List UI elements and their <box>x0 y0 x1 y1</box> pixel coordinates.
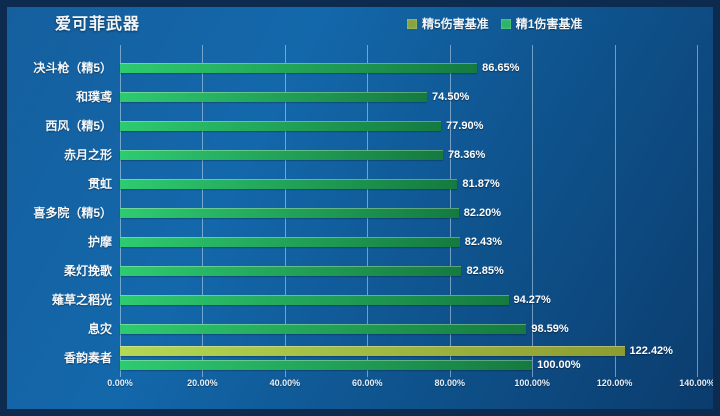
category-label: 喜多院（精5） <box>33 206 112 220</box>
bar-group: 81.87% <box>120 178 697 190</box>
chart-area: 爱可菲武器 精5伤害基准 精1伤害基准 决斗枪（精5） 86.65% 和璞鸢 74.5… <box>7 7 713 409</box>
category-label: 决斗枪（精5） <box>33 61 112 75</box>
chart-row: 决斗枪（精5） 86.65% <box>7 53 713 82</box>
chart-row: 喜多院（精5） 82.20% <box>7 198 713 227</box>
bar-value-label: 74.50% <box>432 90 470 103</box>
bar-rank1 <box>120 62 478 73</box>
chart-row: 西风（精5） 77.90% <box>7 111 713 140</box>
bar-value-label: 77.90% <box>446 119 484 132</box>
bar-group: 86.65% <box>120 62 697 74</box>
legend-label-rank5: 精5伤害基准 <box>422 17 489 31</box>
bar-line: 78.36% <box>120 149 697 161</box>
chart-row: 和璞鸢 74.50% <box>7 82 713 111</box>
bar-rank1 <box>120 91 428 102</box>
plot-rows: 决斗枪（精5） 86.65% 和璞鸢 74.50% 西风（精5） 77.90% 赤月之形 78… <box>7 53 713 372</box>
bar-value-label: 122.42% <box>629 344 673 357</box>
bar-value-label: 98.59% <box>531 322 569 335</box>
bar-value-label: 82.85% <box>466 264 504 277</box>
bar-group: 82.20% <box>120 207 697 219</box>
chart-row: 薙草之稻光 94.27% <box>7 285 713 314</box>
bar-group: 77.90% <box>120 120 697 132</box>
gridline <box>614 45 616 377</box>
bar-rank1 <box>120 323 527 334</box>
bar-group: 82.43% <box>120 236 697 248</box>
bar-line: 82.20% <box>120 207 697 219</box>
bar-value-label: 86.65% <box>482 61 520 74</box>
x-axis-tick-label: 140.00% <box>679 378 715 388</box>
x-axis-tick-label: 40.00% <box>269 378 301 388</box>
chart-row: 赤月之形 78.36% <box>7 140 713 169</box>
bar-line: 82.43% <box>120 236 697 248</box>
bar-group: 94.27% <box>120 294 697 306</box>
bar-rank1 <box>120 120 442 131</box>
x-axis-tick-label: 100.00% <box>514 378 550 388</box>
chart-row: 香韵奏者 122.42% 100.00% <box>7 343 713 372</box>
legend: 精5伤害基准 精1伤害基准 <box>407 15 582 32</box>
x-axis-tick-label: 80.00% <box>434 378 465 388</box>
bar-rank1 <box>120 149 443 160</box>
x-axis-tick-label: 0.00% <box>107 378 133 388</box>
legend-item-rank5: 精5伤害基准 <box>407 15 489 32</box>
rank1-series-swatch-icon <box>500 18 511 29</box>
bar-value-label: 100.00% <box>537 358 581 371</box>
bar-rank1 <box>120 207 459 218</box>
x-axis-tick-label: 60.00% <box>352 378 383 388</box>
bar-value-label: 78.36% <box>447 148 486 161</box>
rank5-series-swatch-icon <box>407 18 417 29</box>
category-label: 贯虹 <box>87 177 112 191</box>
x-axis-tick-label: 20.00% <box>187 378 218 388</box>
bar-value-label: 82.43% <box>464 235 503 248</box>
bar-rank1 <box>120 178 458 189</box>
chart-row: 护摩 82.43% <box>7 227 713 256</box>
gridline <box>532 45 534 377</box>
bar-rank1 <box>120 294 509 305</box>
bar-line: 77.90% <box>120 120 697 132</box>
bar-group: 98.59% <box>120 323 697 335</box>
bar-line: 74.50% <box>120 91 697 103</box>
legend-label-rank1: 精1伤害基准 <box>515 17 583 31</box>
bar-line: 82.85% <box>120 265 697 277</box>
legend-item-rank1: 精1伤害基准 <box>500 15 583 32</box>
category-label: 护摩 <box>87 235 112 249</box>
category-label: 赤月之形 <box>63 148 112 162</box>
bar-line: 100.00% <box>120 359 697 371</box>
category-label: 柔灯挽歌 <box>63 264 112 278</box>
bar-rank5 <box>120 345 625 356</box>
gridline <box>697 45 698 377</box>
bar-rank1 <box>120 359 533 370</box>
bar-value-label: 82.20% <box>463 206 502 219</box>
bar-line: 122.42% <box>120 345 697 357</box>
chart-row: 息灾 98.59% <box>7 314 713 343</box>
bar-value-label: 81.87% <box>462 177 500 190</box>
bar-group: 122.42% 100.00% <box>120 345 697 371</box>
bar-line: 86.65% <box>120 62 697 74</box>
chart-row: 贯虹 81.87% <box>7 169 713 198</box>
chart-row: 柔灯挽歌 82.85% <box>7 256 713 285</box>
category-label: 香韵奏者 <box>63 351 112 365</box>
bar-line: 98.59% <box>120 323 697 335</box>
bar-line: 94.27% <box>120 294 697 306</box>
bar-group: 78.36% <box>120 149 697 161</box>
bar-rank1 <box>120 236 460 247</box>
category-label: 薙草之稻光 <box>51 293 112 307</box>
x-axis: 0.00% 20.00% 40.00% 60.00% 80.00% 100.00… <box>107 378 713 392</box>
bar-rank1 <box>120 265 462 276</box>
bar-group: 74.50% <box>120 91 697 103</box>
x-axis-tick-label: 120.00% <box>596 378 633 388</box>
bar-line: 81.87% <box>120 178 697 190</box>
bar-group: 82.85% <box>120 265 697 277</box>
chart-title: 爱可菲武器 <box>55 16 141 33</box>
category-label: 和璞鸢 <box>75 90 112 104</box>
category-label: 西风（精5） <box>45 119 112 133</box>
category-label: 息灾 <box>87 322 112 336</box>
bar-value-label: 94.27% <box>513 293 551 306</box>
